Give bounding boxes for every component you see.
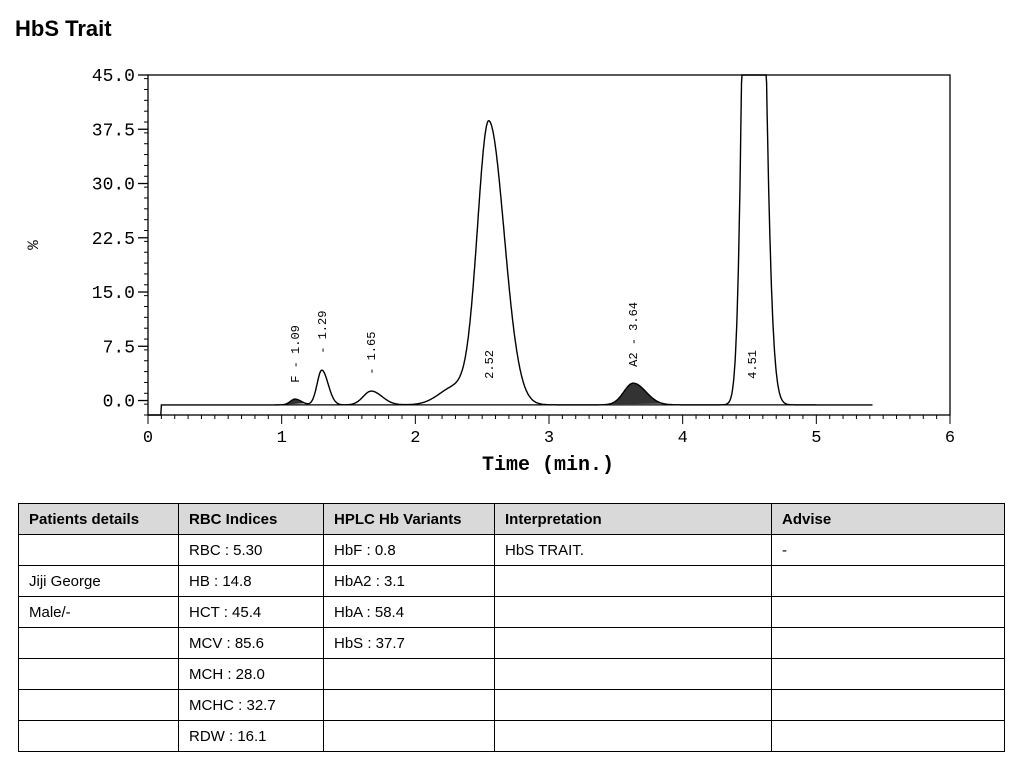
y-tick-label: 45.0 (92, 67, 135, 87)
cell-interpretation (494, 627, 772, 659)
peak-label: F - 1.09 (289, 325, 303, 383)
cell-hplc-hb-variants (323, 720, 495, 752)
x-tick-label: 1 (277, 429, 287, 448)
chromatogram-trace (148, 74, 873, 416)
header-interpretation: Interpretation (494, 503, 772, 535)
peak-label: - 1.29 (316, 311, 330, 354)
table-row: Jiji George HB : 14.8 HbA2 : 3.1 (18, 565, 1005, 597)
cell-patients-details: Jiji George (18, 565, 179, 597)
cell-interpretation (494, 565, 772, 597)
cell-interpretation (494, 658, 772, 690)
cell-advise (771, 596, 1005, 628)
shaded-peak (282, 399, 311, 405)
cell-advise (771, 658, 1005, 690)
x-tick-label: 5 (811, 429, 821, 448)
cell-rbc-indices: MCH : 28.0 (178, 658, 324, 690)
y-tick-label: 30.0 (92, 176, 135, 196)
cell-interpretation: HbS TRAIT. (494, 534, 772, 566)
cell-hplc-hb-variants (323, 658, 495, 690)
header-rbc-indices: RBC Indices (178, 503, 324, 535)
peak-fills (282, 383, 665, 405)
peak-label: - 1.65 (365, 332, 379, 375)
cell-patients-details (18, 658, 179, 690)
y-axis-label: % (25, 240, 43, 250)
cell-interpretation (494, 596, 772, 628)
x-tick-label: 4 (678, 429, 688, 448)
x-tick-label: 3 (544, 429, 554, 448)
y-tick-label: 37.5 (92, 121, 135, 141)
cell-hplc-hb-variants: HbA : 58.4 (323, 596, 495, 628)
y-axis-label-group: % (25, 240, 43, 250)
table-row: Male/- HCT : 45.4 HbA : 58.4 (18, 596, 1005, 628)
cell-rbc-indices: RDW : 16.1 (178, 720, 324, 752)
cell-hplc-hb-variants: HbS : 37.7 (323, 627, 495, 659)
cell-rbc-indices: HCT : 45.4 (178, 596, 324, 628)
cell-interpretation (494, 720, 772, 752)
peak-labels: F - 1.09 - 1.29 - 1.65 2.52 A2 - 3.64 4.51 (289, 302, 760, 383)
y-tick-label: 15.0 (92, 284, 135, 304)
peak-label: 4.51 (746, 350, 760, 379)
peak-label: 2.52 (483, 350, 497, 379)
cell-advise (771, 689, 1005, 721)
cell-hplc-hb-variants (323, 689, 495, 721)
cell-advise (771, 627, 1005, 659)
cell-advise (771, 565, 1005, 597)
table-row: RDW : 16.1 (18, 720, 1005, 752)
x-axis-label: Time (min.) (482, 454, 614, 477)
plot-border (147, 74, 951, 416)
x-tick-label: 0 (143, 429, 153, 448)
cell-patients-details (18, 534, 179, 566)
cell-advise (771, 720, 1005, 752)
cell-patients-details (18, 720, 179, 752)
y-tick-label: 0.0 (103, 393, 135, 413)
cell-interpretation (494, 689, 772, 721)
peak-label: A2 - 3.64 (627, 302, 641, 367)
y-tick-label: 7.5 (103, 338, 135, 358)
cell-hplc-hb-variants: HbA2 : 3.1 (323, 565, 495, 597)
cell-rbc-indices: RBC : 5.30 (178, 534, 324, 566)
y-tick-label: 22.5 (92, 230, 135, 250)
cell-rbc-indices: MCHC : 32.7 (178, 689, 324, 721)
header-hplc-hb-variants: HPLC Hb Variants (323, 503, 495, 535)
table-header-row: Patients details RBC Indices HPLC Hb Var… (18, 503, 1005, 535)
table-row: RBC : 5.30 HbF : 0.8 HbS TRAIT. - (18, 534, 1005, 566)
cell-advise: - (771, 534, 1005, 566)
x-axis-ticks: 0 1 2 3 4 5 6 (143, 415, 955, 448)
cell-rbc-indices: MCV : 85.6 (178, 627, 324, 659)
shaded-peak (608, 383, 665, 405)
header-advise: Advise (771, 503, 1005, 535)
cell-patients-details (18, 689, 179, 721)
results-table: Patients details RBC Indices HPLC Hb Var… (18, 503, 1005, 752)
cell-hplc-hb-variants: HbF : 0.8 (323, 534, 495, 566)
page-title: HbS Trait (15, 16, 112, 41)
x-tick-label: 6 (945, 429, 955, 448)
y-axis-ticks: 45.0 37.5 30.0 22.5 15.0 7.5 0.0 (92, 67, 148, 416)
cell-patients-details: Male/- (18, 596, 179, 628)
table-body: RBC : 5.30 HbF : 0.8 HbS TRAIT. - Jiji Georg… (18, 534, 1005, 752)
cell-patients-details (18, 627, 179, 659)
table-row: MCV : 85.6 HbS : 37.7 (18, 627, 1005, 659)
header-patients-details: Patients details (18, 503, 179, 535)
plot-frame (147, 74, 951, 416)
table-row: MCHC : 32.7 (18, 689, 1005, 721)
table-row: MCH : 28.0 (18, 658, 1005, 690)
cell-rbc-indices: HB : 14.8 (178, 565, 324, 597)
x-tick-label: 2 (410, 429, 420, 448)
hplc-chromatogram-chart: % Time (min.) 45.0 37.5 30.0 22.5 15.0 7.5 0.0… (25, 67, 955, 477)
